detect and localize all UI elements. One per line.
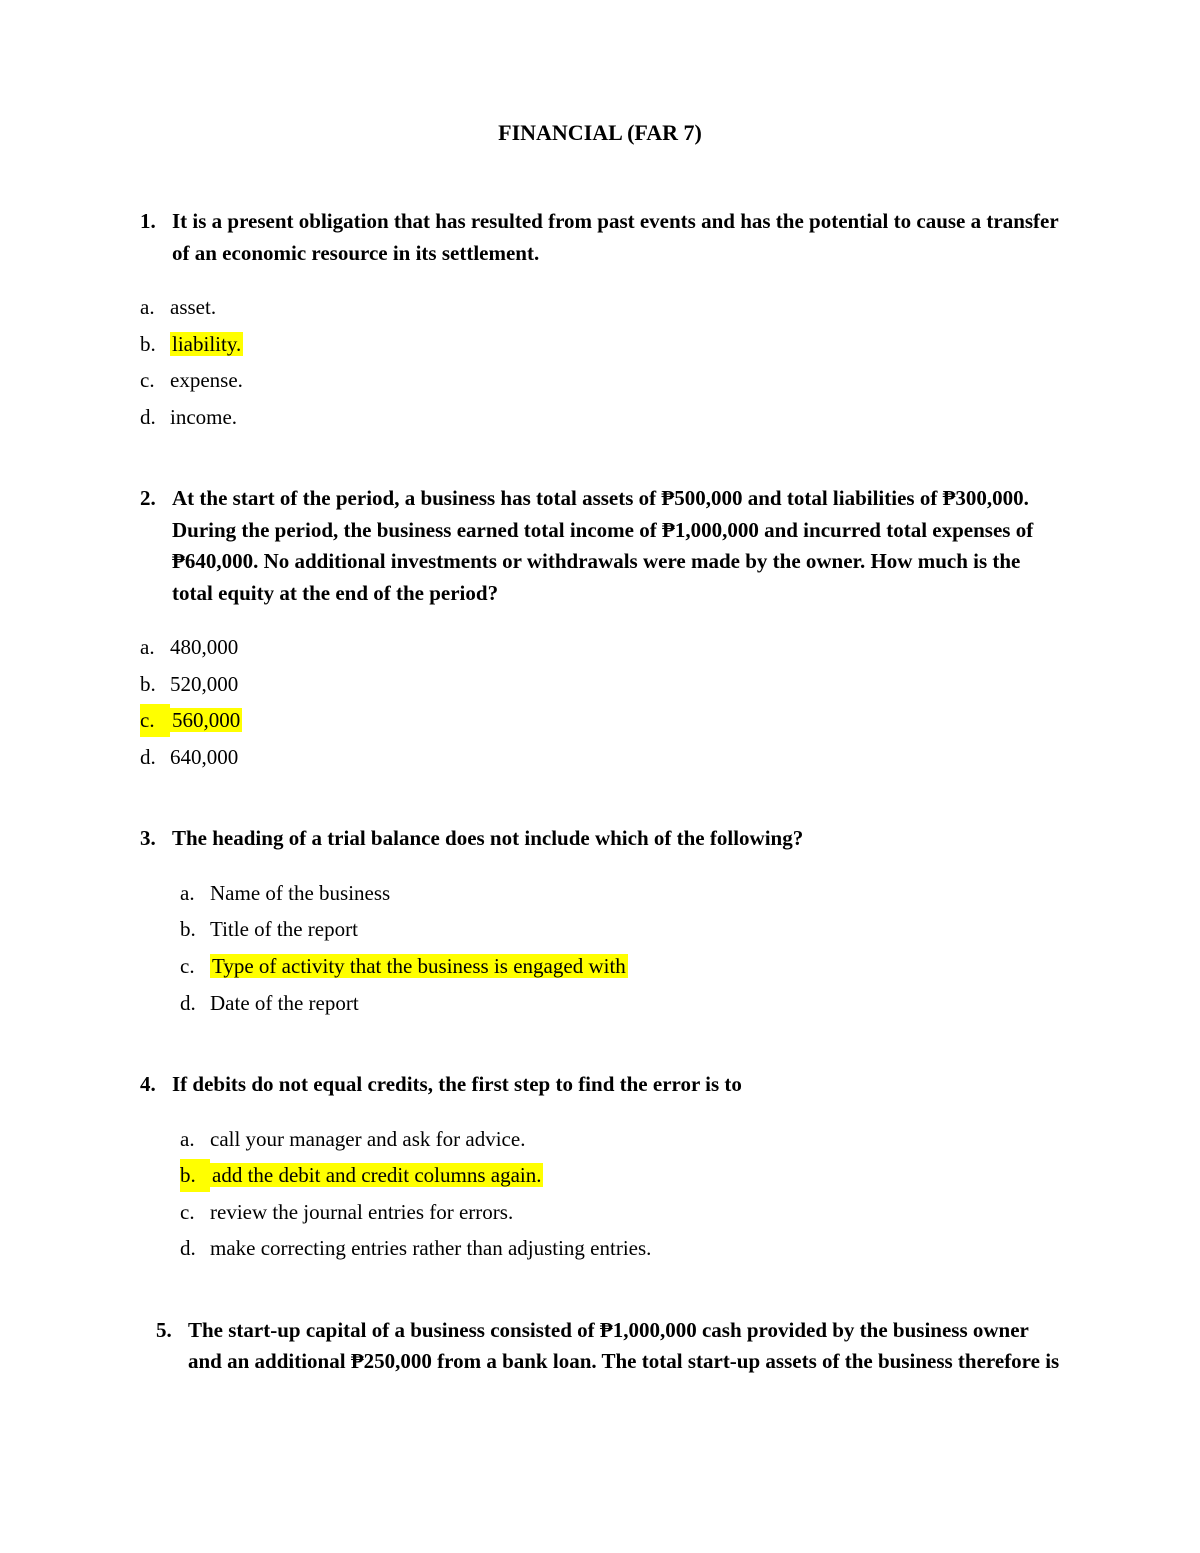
option-letter: c. — [140, 364, 170, 397]
question-text: 3. The heading of a trial balance does n… — [140, 823, 1060, 855]
option-text: call your manager and ask for advice. — [210, 1123, 1060, 1156]
question-number: 1. — [140, 206, 172, 269]
option-letter: d. — [140, 741, 170, 774]
option-text: asset. — [170, 291, 1060, 324]
option-text: 640,000 — [170, 741, 1060, 774]
question-text: 4. If debits do not equal credits, the f… — [140, 1069, 1060, 1101]
option-item: c. Type of activity that the business is… — [180, 950, 1060, 983]
option-item: c. 560,000 — [140, 704, 1060, 737]
option-item: c. expense. — [140, 364, 1060, 397]
highlighted-answer: add the debit and credit columns again. — [210, 1163, 543, 1187]
question-block: 5. The start-up capital of a business co… — [156, 1315, 1060, 1378]
option-item: a. Name of the business — [180, 877, 1060, 910]
option-letter: c. — [180, 1196, 210, 1229]
option-letter: b. — [180, 913, 210, 946]
question-block: 3. The heading of a trial balance does n… — [140, 823, 1060, 1019]
highlighted-answer: liability. — [170, 332, 243, 356]
option-item: d. 640,000 — [140, 741, 1060, 774]
option-text: add the debit and credit columns again. — [210, 1159, 1060, 1192]
option-text: liability. — [170, 328, 1060, 361]
question-body: The start-up capital of a business consi… — [188, 1315, 1060, 1378]
option-letter: a. — [180, 877, 210, 910]
option-item: a. 480,000 — [140, 631, 1060, 664]
option-letter: d. — [140, 401, 170, 434]
option-item: b. add the debit and credit columns agai… — [180, 1159, 1060, 1192]
option-item: a. call your manager and ask for advice. — [180, 1123, 1060, 1156]
question-block: 1. It is a present obligation that has r… — [140, 206, 1060, 433]
option-item: a. asset. — [140, 291, 1060, 324]
option-text: 520,000 — [170, 668, 1060, 701]
question-body: If debits do not equal credits, the firs… — [172, 1069, 1060, 1101]
question-number: 2. — [140, 483, 172, 609]
question-number: 4. — [140, 1069, 172, 1101]
option-text: Title of the report — [210, 913, 1060, 946]
option-item: b. Title of the report — [180, 913, 1060, 946]
option-letter: a. — [180, 1123, 210, 1156]
question-body: At the start of the period, a business h… — [172, 483, 1060, 609]
option-item: d. income. — [140, 401, 1060, 434]
document-page: FINANCIAL (FAR 7) 1. It is a present obl… — [0, 0, 1200, 1553]
option-letter: a. — [140, 631, 170, 664]
option-text: income. — [170, 401, 1060, 434]
option-item: c. review the journal entries for errors… — [180, 1196, 1060, 1229]
option-letter: b. — [140, 668, 170, 701]
question-block: 2. At the start of the period, a busines… — [140, 483, 1060, 773]
option-text: Name of the business — [210, 877, 1060, 910]
question-number: 3. — [140, 823, 172, 855]
question-number: 5. — [156, 1315, 188, 1378]
option-letter: b. — [180, 1159, 210, 1192]
option-text: Type of activity that the business is en… — [210, 950, 1060, 983]
option-text: expense. — [170, 364, 1060, 397]
option-letter: b. — [140, 328, 170, 361]
question-text: 5. The start-up capital of a business co… — [156, 1315, 1060, 1378]
option-letter: d. — [180, 1232, 210, 1265]
highlighted-answer: Type of activity that the business is en… — [210, 954, 628, 978]
question-body: It is a present obligation that has resu… — [172, 206, 1060, 269]
option-item: b. liability. — [140, 328, 1060, 361]
option-letter: d. — [180, 987, 210, 1020]
option-letter: c. — [180, 950, 210, 983]
option-text: 480,000 — [170, 631, 1060, 664]
options-list: a. call your manager and ask for advice.… — [140, 1123, 1060, 1265]
option-text: review the journal entries for errors. — [210, 1196, 1060, 1229]
page-title: FINANCIAL (FAR 7) — [140, 120, 1060, 146]
question-text: 1. It is a present obligation that has r… — [140, 206, 1060, 269]
option-text: Date of the report — [210, 987, 1060, 1020]
option-letter: a. — [140, 291, 170, 324]
option-item: d. make correcting entries rather than a… — [180, 1232, 1060, 1265]
option-item: b. 520,000 — [140, 668, 1060, 701]
question-text: 2. At the start of the period, a busines… — [140, 483, 1060, 609]
options-list: a. asset. b. liability. c. expense. d. i… — [140, 291, 1060, 433]
option-text: 560,000 — [170, 704, 1060, 737]
option-item: d. Date of the report — [180, 987, 1060, 1020]
question-block: 4. If debits do not equal credits, the f… — [140, 1069, 1060, 1265]
options-list: a. Name of the business b. Title of the … — [140, 877, 1060, 1019]
highlighted-answer: 560,000 — [170, 708, 242, 732]
option-text: make correcting entries rather than adju… — [210, 1232, 1060, 1265]
options-list: a. 480,000 b. 520,000 c. 560,000 d. 640,… — [140, 631, 1060, 773]
question-body: The heading of a trial balance does not … — [172, 823, 1060, 855]
option-letter: c. — [140, 704, 170, 737]
